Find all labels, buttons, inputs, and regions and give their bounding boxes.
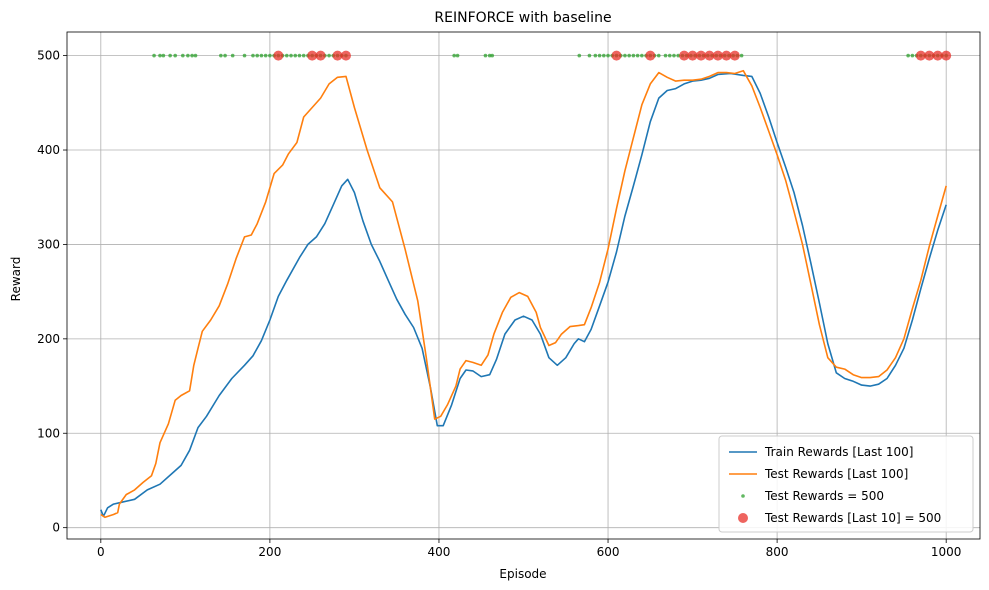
test-500-point bbox=[173, 53, 178, 58]
last10-500-point bbox=[315, 50, 326, 61]
last10-500-point bbox=[679, 50, 690, 61]
test-500-point bbox=[223, 53, 227, 58]
test-500-point bbox=[152, 53, 156, 58]
last10-500-point bbox=[729, 50, 740, 61]
last10-500-point bbox=[721, 50, 732, 61]
test-500-point bbox=[635, 53, 640, 58]
test-500-point bbox=[230, 53, 235, 58]
test-500-point bbox=[627, 53, 631, 58]
chart-title: REINFORCE with baseline bbox=[434, 10, 611, 26]
legend-entry-label: Test Rewards [Last 100] bbox=[764, 467, 908, 481]
x-tick-label: 200 bbox=[258, 545, 281, 559]
plot-series bbox=[100, 50, 952, 519]
test-500-point bbox=[631, 53, 636, 58]
test-500-point bbox=[190, 53, 194, 58]
test-500-point bbox=[301, 53, 306, 58]
last10-500-point bbox=[611, 50, 622, 61]
test-500-point bbox=[263, 53, 268, 58]
test-500-point bbox=[251, 53, 255, 58]
legend-box bbox=[718, 435, 974, 533]
x-axis-label: Episode bbox=[499, 567, 546, 581]
test-500-point bbox=[906, 53, 910, 58]
test-500-point bbox=[597, 53, 602, 58]
test-500-point bbox=[242, 53, 247, 58]
x-tick-label: 1000 bbox=[931, 545, 962, 559]
y-tick-label: 100 bbox=[37, 426, 60, 440]
test-500-point bbox=[663, 53, 668, 58]
test-500-point bbox=[739, 53, 744, 58]
legend-dot-swatch bbox=[738, 513, 748, 523]
y-tick-label: 200 bbox=[37, 332, 60, 346]
last10-500-point bbox=[704, 50, 715, 61]
test-500-point bbox=[483, 53, 488, 58]
x-tick-label: 800 bbox=[766, 545, 789, 559]
test-500-point bbox=[490, 53, 495, 58]
test-500-point bbox=[623, 53, 627, 58]
last10-500-point bbox=[645, 50, 656, 61]
last10-500-point bbox=[941, 50, 952, 61]
test-500-point bbox=[455, 53, 460, 58]
test-500-point bbox=[593, 53, 598, 58]
plot-frame bbox=[66, 31, 981, 540]
y-axis-label: Reward bbox=[9, 257, 23, 302]
axis-ticks: 0 200 400 600 800 1000 0 100 200 300 400 500 bbox=[37, 49, 961, 559]
test-500-point bbox=[158, 53, 162, 58]
y-tick-label: 0 bbox=[52, 521, 60, 535]
legend-dot-swatch bbox=[741, 494, 745, 498]
test-500-point bbox=[577, 53, 582, 58]
test-500-point bbox=[293, 53, 298, 58]
test-rewards-line bbox=[100, 69, 947, 519]
x-tick-label: 0 bbox=[97, 545, 105, 559]
test-500-point bbox=[297, 53, 302, 58]
x-tick-label: 400 bbox=[428, 545, 451, 559]
test-500-point bbox=[268, 53, 272, 58]
test-500-point bbox=[289, 53, 293, 58]
x-tick-label: 600 bbox=[597, 545, 620, 559]
test-500-point bbox=[602, 53, 606, 58]
test-500-point bbox=[259, 53, 264, 58]
test-500-point bbox=[587, 53, 592, 58]
last10-500-point bbox=[340, 50, 351, 61]
y-tick-label: 500 bbox=[37, 49, 60, 63]
test-500-point bbox=[181, 53, 185, 58]
last10-500-point bbox=[924, 50, 935, 61]
test-500-point bbox=[606, 53, 610, 58]
last10-500-point bbox=[696, 50, 707, 61]
test-500-point bbox=[452, 53, 456, 58]
test-500-point bbox=[640, 53, 644, 58]
last10-500-point bbox=[273, 50, 284, 61]
test-500-point bbox=[487, 53, 492, 58]
test-500-point bbox=[186, 53, 190, 58]
test-500-point bbox=[667, 53, 672, 58]
test-500-point bbox=[219, 53, 223, 58]
test-500-point bbox=[656, 53, 661, 58]
legend-entry-label: Test Rewards [Last 10] = 500 bbox=[764, 511, 941, 525]
y-tick-label: 400 bbox=[37, 143, 60, 157]
train-rewards-line bbox=[100, 72, 947, 518]
last10-500-point bbox=[915, 50, 926, 61]
test-500-point bbox=[910, 53, 915, 58]
test-500-point bbox=[161, 53, 166, 58]
test-500-point bbox=[676, 53, 681, 58]
legend: Train Rewards [Last 100] Test Rewards [La… bbox=[718, 435, 974, 533]
test-500-point bbox=[327, 53, 331, 58]
test-500-point bbox=[284, 53, 289, 58]
last10-500-point bbox=[687, 50, 698, 61]
test-500-point bbox=[255, 53, 260, 58]
last10-500-point bbox=[332, 50, 343, 61]
last10-500-point bbox=[307, 50, 318, 61]
test-500-point bbox=[672, 53, 676, 58]
y-tick-label: 300 bbox=[37, 237, 60, 251]
legend-entry-label: Train Rewards [Last 100] bbox=[764, 445, 913, 459]
last10-500-point bbox=[712, 50, 723, 61]
last10-500-point bbox=[932, 50, 943, 61]
legend-entry-label: Test Rewards = 500 bbox=[764, 489, 884, 503]
test-500-point bbox=[168, 53, 172, 58]
test-500-point bbox=[193, 53, 198, 58]
